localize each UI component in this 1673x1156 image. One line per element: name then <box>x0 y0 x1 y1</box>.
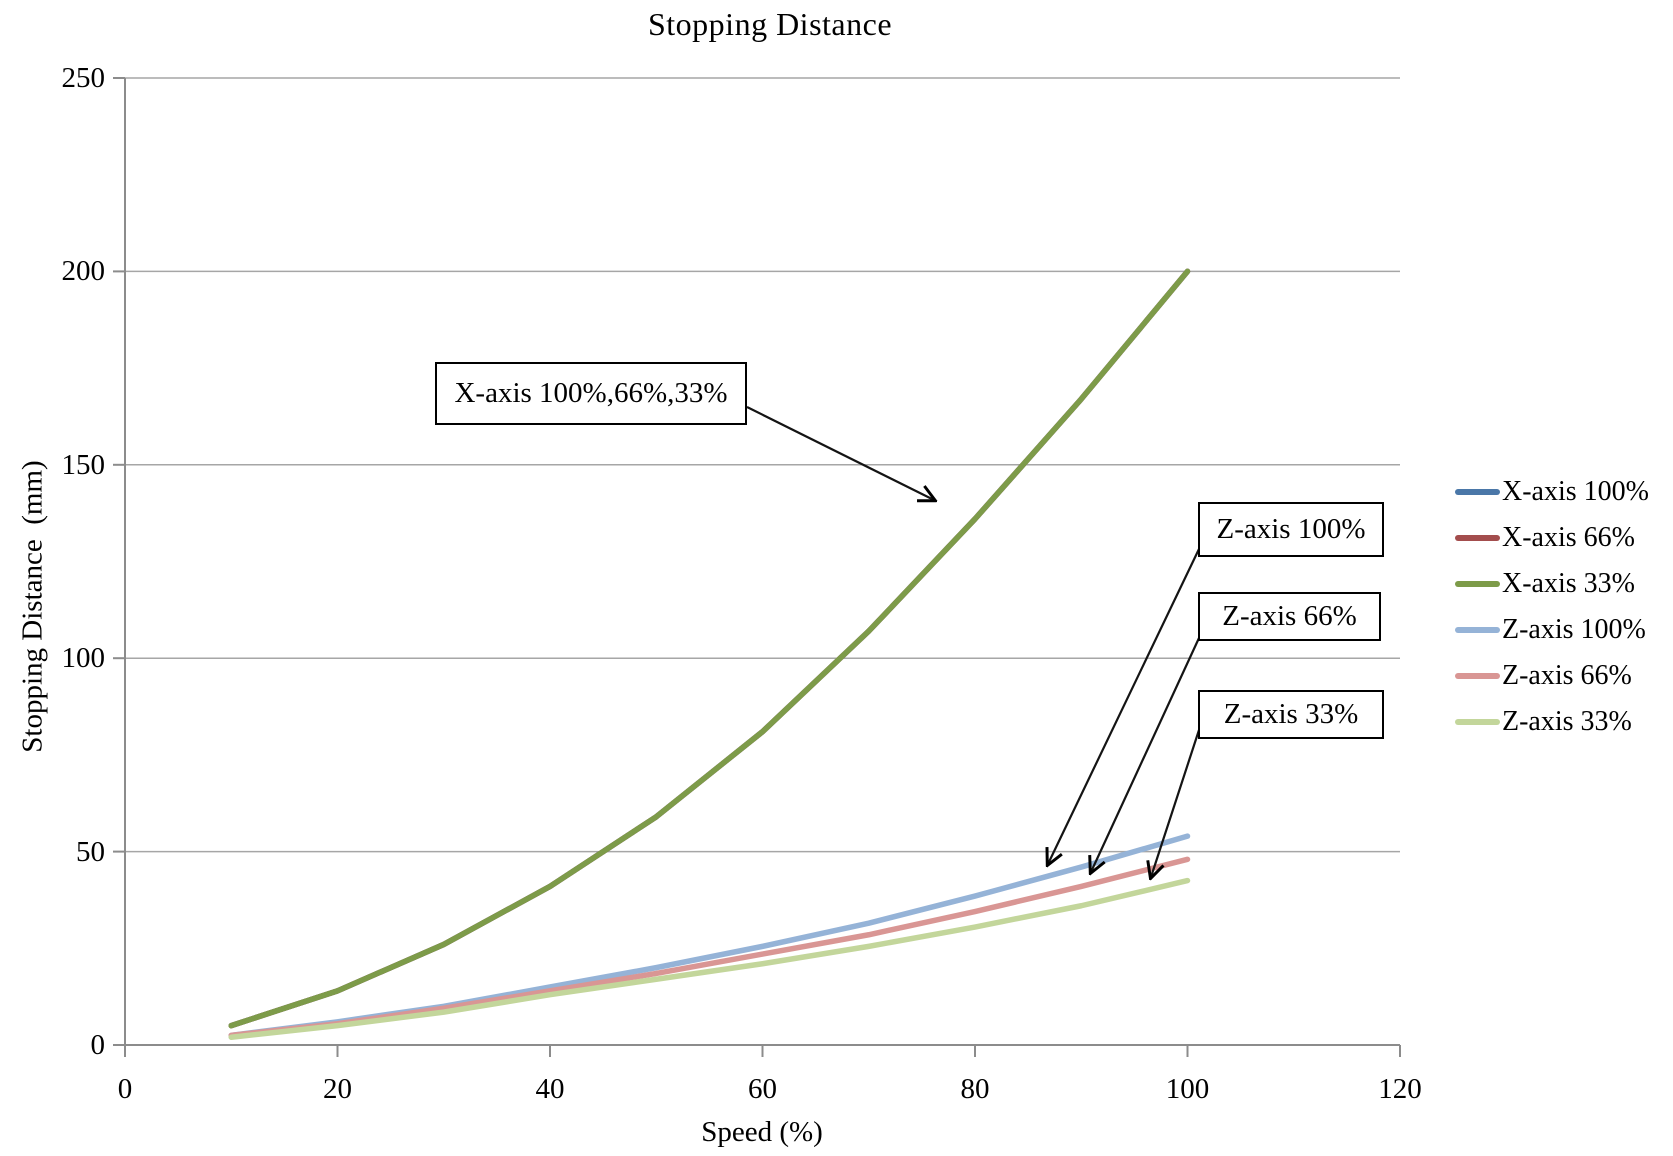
legend-swatch-z66 <box>1455 673 1500 679</box>
data-series-lines <box>228 268 1191 1041</box>
y-tick-label: 250 <box>61 62 106 94</box>
y-tick-label: 50 <box>76 835 105 868</box>
annotation-arrow-z33 <box>1151 729 1201 877</box>
x-tick-label: 120 <box>1378 1073 1422 1105</box>
legend-item-z100: Z-axis 100% <box>1455 607 1649 653</box>
series-line-3 <box>228 833 1191 1039</box>
legend-item-x100: X-axis 100% <box>1455 469 1649 515</box>
y-tick-label: 100 <box>61 642 106 675</box>
legend-item-x66: X-axis 66% <box>1455 515 1649 561</box>
legend-label: X-axis 33% <box>1502 568 1635 599</box>
y-tick-label: 0 <box>90 1029 106 1061</box>
y-tick-label: 150 <box>61 448 106 481</box>
x-tick-label: 0 <box>117 1073 133 1105</box>
legend-label: Z-axis 66% <box>1502 660 1632 691</box>
x-tick-label: 80 <box>960 1073 990 1105</box>
axes <box>113 77 1401 1057</box>
annotation-text: Z-axis 66% <box>1222 600 1357 632</box>
legend-swatch-z100 <box>1455 627 1500 633</box>
x-tick-label: 40 <box>535 1073 565 1105</box>
x-axis-title: Speed (%) <box>701 1116 823 1148</box>
x-tick-label: 60 <box>748 1073 777 1105</box>
annotation-box-z100: Z-axis 100% <box>1198 502 1384 557</box>
legend-label: X-axis 100% <box>1502 476 1649 507</box>
legend-swatch-x66 <box>1455 535 1500 541</box>
series-line-2 <box>228 268 1191 1029</box>
annotation-text: X-axis 100%,66%,33% <box>454 377 728 409</box>
series-line-5 <box>228 877 1191 1041</box>
legend-item-z66: Z-axis 66% <box>1455 653 1649 699</box>
annotation-arrow-z100 <box>1048 548 1200 864</box>
legend-label: X-axis 66% <box>1502 522 1635 553</box>
legend-swatch-z33 <box>1455 719 1500 725</box>
x-tick-label: 100 <box>1165 1073 1210 1105</box>
annotation-text: Z-axis 33% <box>1223 698 1359 730</box>
chart-title: Stopping Distance <box>647 6 893 42</box>
legend-label: Z-axis 33% <box>1502 706 1632 737</box>
y-axis-title: Stopping Distance (mm) <box>16 460 49 753</box>
legend-swatch-x100 <box>1455 489 1500 495</box>
series-line-4 <box>228 856 1191 1039</box>
annotation-box-z33: Z-axis 33% <box>1198 690 1384 739</box>
annotation-box-x-axis: X-axis 100%,66%,33% <box>435 362 747 425</box>
legend: X-axis 100% X-axis 66% X-axis 33% Z-axis… <box>1455 469 1649 745</box>
legend-label: Z-axis 100% <box>1502 614 1646 645</box>
annotation-box-z66: Z-axis 66% <box>1198 592 1381 641</box>
x-tick-label: 20 <box>323 1073 352 1105</box>
y-tick-label: 200 <box>61 255 106 288</box>
annotation-arrow-z66 <box>1091 637 1200 872</box>
legend-swatch-x33 <box>1455 581 1500 587</box>
legend-item-x33: X-axis 33% <box>1455 561 1649 607</box>
annotation-arrows <box>746 406 1201 877</box>
annotation-text: Z-axis 100% <box>1216 513 1366 545</box>
annotation-arrow-x-axis <box>746 406 934 500</box>
legend-item-z33: Z-axis 33% <box>1455 699 1649 745</box>
